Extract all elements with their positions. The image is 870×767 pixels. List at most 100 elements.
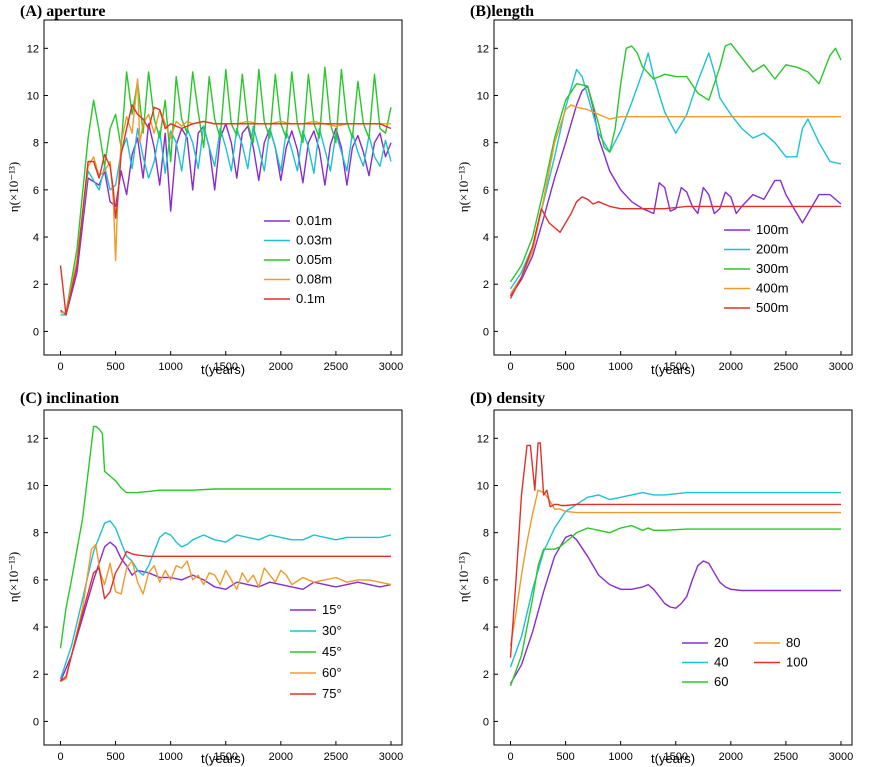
legend-label: 400m (756, 281, 789, 296)
series-line-60° (60, 543, 392, 682)
y-tick-label: 2 (483, 279, 489, 291)
panel-b-ticks: 0 500 1000 1500 2000 2500 3000 0 2 4 6 8 10 12 (477, 43, 853, 373)
panel-d-title: (D) density (470, 390, 545, 407)
y-tick-label: 10 (27, 90, 39, 102)
panel-c-title: (C) inclination (20, 390, 119, 407)
series-line-20 (509, 534, 841, 685)
y-tick-label: 12 (477, 433, 489, 445)
x-tick-label: 2500 (774, 361, 798, 373)
y-tick-label: 0 (33, 326, 39, 338)
legend-label: 80 (786, 635, 800, 650)
legend-label: 45° (322, 644, 342, 659)
panel-c: (C) inclination 0 500 1000 1500 2000 2500 3000… (6, 390, 403, 766)
panel-b-title: (B)length (470, 3, 534, 20)
legend-label: 75° (322, 686, 342, 701)
y-tick-label: 2 (33, 669, 39, 681)
series-line-30° (59, 520, 392, 680)
panel-c-frame (43, 409, 403, 746)
x-tick-label: 2000 (269, 361, 293, 373)
panel-c-legend: 15° 30° 45° 60° 75° (290, 602, 342, 701)
y-tick-label: 4 (483, 622, 489, 634)
series-line-40 (509, 491, 841, 668)
panel-a-frame (43, 19, 403, 356)
series-line-400m (509, 104, 841, 295)
y-tick-label: 2 (33, 279, 39, 291)
y-tick-label: 8 (33, 138, 39, 150)
series-line-0.01m (60, 123, 392, 316)
y-tick-label: 4 (33, 622, 39, 634)
x-tick-label: 2000 (269, 751, 293, 763)
x-tick-label: 2000 (719, 361, 743, 373)
series-line-75° (60, 550, 391, 682)
y-tick-label: 2 (483, 669, 489, 681)
y-tick-label: 0 (483, 326, 489, 338)
y-tick-label: 6 (483, 185, 489, 197)
x-tick-label: 2500 (324, 751, 348, 763)
series-line-0.03m (60, 125, 392, 316)
x-tick-label: 1500 (214, 361, 238, 373)
x-tick-label: 2000 (719, 751, 743, 763)
panel-d-frame (493, 409, 853, 746)
panel-c-ylabel: η(×10⁻¹³) (6, 552, 21, 602)
panel-c-lines (59, 425, 392, 682)
panel-d-legend: 20 40 60 80 100 (682, 635, 808, 689)
x-tick-label: 0 (507, 361, 513, 373)
x-tick-label: 3000 (829, 361, 853, 373)
series-line-100 (509, 442, 841, 658)
y-tick-label: 6 (33, 575, 39, 587)
y-tick-label: 4 (483, 232, 489, 244)
legend-label: 100m (756, 222, 789, 237)
series-line-60 (509, 524, 841, 687)
legend-label: 500m (756, 300, 789, 315)
x-tick-label: 1000 (158, 751, 182, 763)
x-tick-label: 2500 (774, 751, 798, 763)
legend-label: 15° (322, 602, 342, 617)
series-line-15° (59, 541, 392, 682)
panel-a-lines (59, 66, 392, 316)
legend-label: 0.01m (296, 213, 332, 228)
series-line-500m (509, 196, 841, 299)
x-tick-label: 1000 (608, 361, 632, 373)
y-tick-label: 4 (33, 232, 39, 244)
x-tick-label: 3000 (829, 751, 853, 763)
x-tick-label: 0 (57, 361, 63, 373)
legend-label: 40 (714, 655, 728, 670)
panel-a-legend: 0.01m 0.03m 0.05m 0.08m 0.1m (264, 213, 332, 306)
x-tick-label: 3000 (379, 751, 403, 763)
panel-b-ylabel: η(×10⁻¹³) (456, 162, 471, 212)
x-tick-label: 3000 (379, 361, 403, 373)
series-line-45° (59, 425, 391, 649)
panel-a-title: (A) aperture (20, 3, 105, 20)
x-tick-label: 1500 (664, 751, 688, 763)
y-tick-label: 12 (27, 433, 39, 445)
x-tick-label: 500 (556, 361, 574, 373)
legend-label: 200m (756, 242, 789, 257)
series-line-300m (509, 42, 842, 283)
legend-label: 0.03m (296, 233, 332, 248)
panel-d-ylabel: η(×10⁻¹³) (456, 552, 471, 602)
panel-b-lines (509, 42, 842, 299)
y-tick-label: 8 (483, 138, 489, 150)
y-tick-label: 8 (33, 528, 39, 540)
panel-c-ticks: 0 500 1000 1500 2000 2500 3000 0 2 4 6 8 10 12 (27, 433, 403, 763)
x-tick-label: 1500 (214, 751, 238, 763)
panel-b: (B)length 0 500 1000 1500 2000 2500 3000 0 2 4 6 8 1… (456, 3, 853, 377)
panel-d-ticks: 0 500 1000 1500 2000 2500 3000 0 2 4 6 8 10 12 (477, 433, 853, 763)
series-line-200m (509, 52, 842, 290)
panel-d: (D) density 0 500 1000 1500 2000 2500 3000 0 2 4 6… (456, 390, 853, 766)
panel-a-ticks: 0 500 1000 1500 2000 2500 3000 0 2 4 6 8 10 12 (27, 43, 403, 373)
y-tick-label: 10 (477, 480, 489, 492)
legend-label: 0.08m (296, 272, 332, 287)
x-tick-label: 1000 (158, 361, 182, 373)
legend-label: 300m (756, 261, 789, 276)
x-tick-label: 2500 (324, 361, 348, 373)
legend-label: 60° (322, 665, 342, 680)
panel-a-ylabel: η(×10⁻¹³) (6, 162, 21, 212)
x-tick-label: 1500 (664, 361, 688, 373)
series-line-80 (509, 489, 841, 647)
panel-b-legend: 100m 200m 300m 400m 500m (724, 222, 789, 315)
series-line-100m (509, 85, 842, 297)
series-line-0.1m (59, 104, 392, 316)
panel-d-xlabel: t(years) (651, 751, 695, 766)
